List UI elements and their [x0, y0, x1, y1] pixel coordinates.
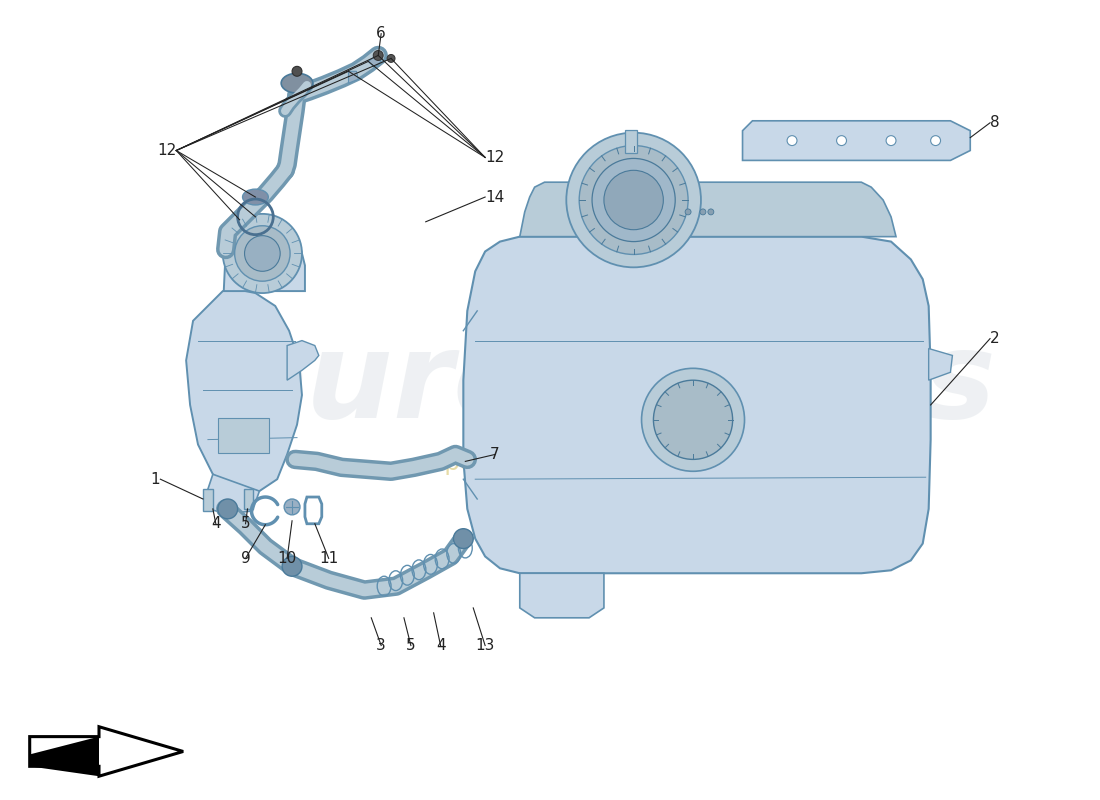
Polygon shape [368, 55, 382, 67]
Text: 10: 10 [277, 551, 297, 566]
Circle shape [708, 209, 714, 215]
Text: 14: 14 [485, 190, 505, 205]
Polygon shape [928, 349, 953, 380]
Circle shape [453, 529, 473, 549]
Text: 4: 4 [436, 638, 446, 653]
Circle shape [788, 136, 798, 146]
Text: 11: 11 [319, 551, 339, 566]
Text: 4: 4 [211, 516, 221, 531]
Polygon shape [742, 121, 970, 161]
Circle shape [234, 226, 290, 281]
Circle shape [284, 499, 300, 515]
Polygon shape [287, 341, 319, 380]
Circle shape [244, 236, 280, 271]
Circle shape [685, 209, 691, 215]
Circle shape [592, 158, 675, 242]
Circle shape [931, 136, 940, 146]
Text: a passion for parts since 1985: a passion for parts since 1985 [420, 451, 799, 475]
Circle shape [283, 557, 302, 576]
Text: 6: 6 [376, 26, 386, 41]
Circle shape [218, 499, 238, 519]
Circle shape [580, 146, 689, 254]
Polygon shape [186, 289, 302, 491]
Text: 1: 1 [151, 472, 161, 486]
Text: 9: 9 [241, 551, 251, 566]
Circle shape [223, 214, 302, 293]
Polygon shape [349, 71, 359, 83]
Circle shape [293, 66, 303, 76]
Circle shape [387, 54, 395, 62]
Polygon shape [223, 220, 305, 291]
Text: 2: 2 [990, 331, 1000, 346]
Polygon shape [30, 726, 184, 776]
Text: 12: 12 [157, 143, 176, 158]
Text: 8: 8 [990, 115, 1000, 130]
Text: 5: 5 [241, 516, 251, 531]
Ellipse shape [243, 189, 268, 205]
Polygon shape [208, 474, 260, 514]
Circle shape [700, 209, 706, 215]
Text: 5: 5 [406, 638, 416, 653]
Polygon shape [520, 574, 604, 618]
Polygon shape [520, 182, 896, 237]
Text: eurospares: eurospares [223, 326, 997, 442]
FancyBboxPatch shape [625, 130, 637, 154]
Ellipse shape [282, 74, 312, 93]
Polygon shape [30, 737, 99, 776]
Text: 12: 12 [485, 150, 505, 165]
Circle shape [566, 133, 701, 267]
Circle shape [653, 380, 733, 459]
Text: 3: 3 [376, 638, 386, 653]
Polygon shape [463, 237, 931, 574]
Polygon shape [204, 489, 213, 511]
Circle shape [373, 50, 383, 61]
Polygon shape [243, 489, 253, 509]
FancyBboxPatch shape [218, 418, 270, 454]
Circle shape [887, 136, 896, 146]
Circle shape [837, 136, 847, 146]
Text: 7: 7 [491, 447, 499, 462]
Circle shape [641, 368, 745, 471]
Text: 13: 13 [475, 638, 495, 653]
Circle shape [604, 170, 663, 230]
